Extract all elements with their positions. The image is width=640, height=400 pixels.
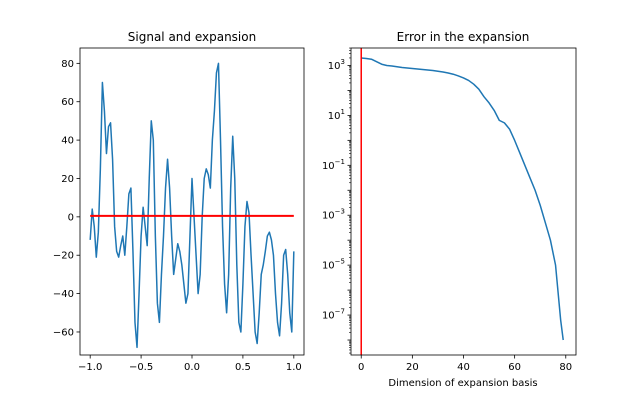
signal-y-tick-label: 20 — [61, 174, 74, 185]
error-series-line — [361, 57, 564, 341]
error-x-tick-label: 60 — [508, 362, 521, 373]
error-y-tick-label: 10−3 — [322, 208, 345, 222]
error-x-tick-label: 80 — [559, 362, 572, 373]
signal-y-tick-label: 80 — [61, 59, 74, 70]
error-y-tick-label: 103 — [328, 58, 345, 72]
signal-x-tick-label: 0.0 — [184, 362, 200, 373]
signal-x-tick-label: −1.0 — [78, 362, 102, 373]
error-y-tick-label: 10−7 — [322, 308, 345, 322]
signal-y-tick-label: −60 — [53, 327, 74, 338]
error-x-axis-label: Dimension of expansion basis — [388, 378, 537, 389]
signal-title: Signal and expansion — [128, 30, 256, 44]
signal-y-tick-label: −40 — [53, 289, 74, 300]
error-ticks: 0 20 40 60 80 103 101 10−1 10−3 10−5 10−7 — [322, 47, 572, 373]
signal-axes: Signal and expansion −1.0 −0.5 0.0 0.5 1.0 −6… — [53, 30, 305, 373]
signal-y-tick-label: −20 — [53, 251, 74, 262]
signal-y-tick-label: 40 — [61, 136, 74, 147]
error-y-tick-label: 10−1 — [322, 158, 345, 172]
signal-x-tick-label: 1.0 — [286, 362, 302, 373]
error-plot-area — [360, 48, 564, 355]
error-x-tick-label: 20 — [406, 362, 419, 373]
error-x-tick-label: 40 — [457, 362, 470, 373]
error-y-tick-label: 101 — [328, 108, 345, 122]
signal-plot-area — [89, 62, 295, 349]
signal-x-tick-label: −0.5 — [129, 362, 153, 373]
signal-y-tick-label: 0 — [68, 212, 74, 223]
error-x-tick-label: 0 — [358, 362, 364, 373]
signal-series-line — [89, 62, 295, 349]
error-y-tick-label: 10−5 — [322, 258, 345, 272]
signal-y-tick-label: 60 — [61, 97, 74, 108]
signal-x-tick-label: 0.5 — [235, 362, 251, 373]
error-axes: Error in the expansion 0 20 40 60 80 103 101 10… — [322, 30, 577, 389]
error-title: Error in the expansion — [397, 30, 530, 44]
signal-ticks: −1.0 −0.5 0.0 0.5 1.0 −60 −40 −20 0 20 40 60 80 — [53, 59, 302, 373]
